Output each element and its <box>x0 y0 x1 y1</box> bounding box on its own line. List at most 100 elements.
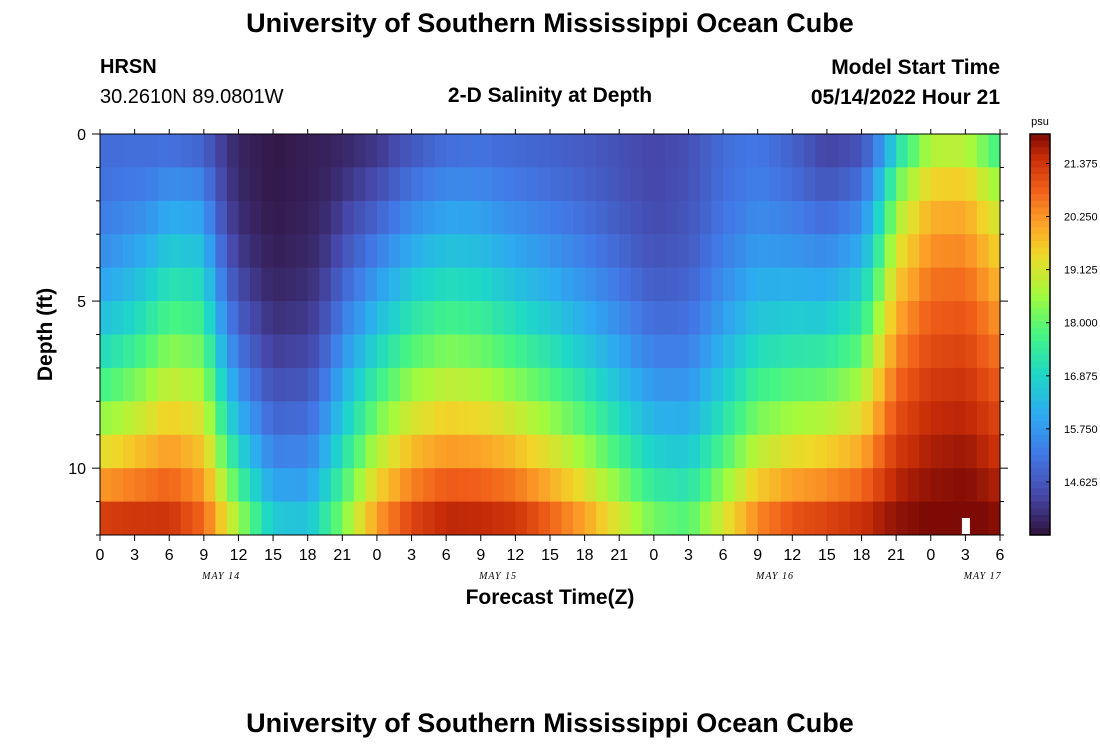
heatmap-cell <box>676 401 690 436</box>
heatmap-cell <box>734 367 747 402</box>
heatmap-cell <box>480 267 493 302</box>
heatmap-cell <box>630 234 643 269</box>
heatmap-cell <box>261 134 274 168</box>
heatmap-cell <box>907 401 920 436</box>
heatmap-cell <box>861 401 874 436</box>
heatmap-cell <box>423 301 436 335</box>
heatmap-cell <box>907 468 920 502</box>
heatmap-cell <box>896 167 909 202</box>
heatmap-cell <box>238 367 251 402</box>
heatmap-cell <box>261 200 274 235</box>
heatmap-cell <box>838 200 851 235</box>
heatmap-cell <box>688 167 701 202</box>
colorbar-segment <box>1030 274 1050 282</box>
heatmap-cell <box>342 434 355 469</box>
heatmap-cell <box>861 301 874 335</box>
heatmap-cell <box>919 501 932 536</box>
heatmap-cell <box>700 234 713 269</box>
heatmap-cell <box>803 200 816 235</box>
heatmap-cell <box>780 200 793 235</box>
heatmap-cell <box>365 267 378 302</box>
heatmap-cell <box>930 468 943 502</box>
heatmap-cell <box>676 468 690 502</box>
heatmap-cell <box>873 334 886 369</box>
heatmap-cell <box>584 234 597 269</box>
heatmap-cell <box>411 301 424 335</box>
heatmap-cell <box>250 234 263 269</box>
heatmap-cell <box>203 468 216 502</box>
heatmap-cell <box>838 234 851 269</box>
heatmap-cell <box>400 200 413 235</box>
model-start-label: Model Start Time <box>831 56 1000 79</box>
heatmap-cell <box>550 367 563 402</box>
x-tick-label: 15 <box>541 547 559 564</box>
heatmap-cell <box>492 367 505 402</box>
heatmap-cell <box>619 134 632 168</box>
heatmap-cell <box>330 367 343 402</box>
heatmap-cell <box>653 334 666 369</box>
heatmap-cell <box>746 367 759 402</box>
heatmap-cell <box>884 267 897 302</box>
heatmap-cell <box>619 267 632 302</box>
heatmap-cell <box>734 468 747 502</box>
heatmap-cell <box>873 367 886 402</box>
heatmap-cell <box>965 401 978 436</box>
colorbar-tick-label: 14.625 <box>1064 477 1098 489</box>
heatmap-cell <box>953 267 966 302</box>
heatmap-cell <box>815 367 828 402</box>
heatmap-cell <box>896 501 909 536</box>
heatmap-cell <box>619 434 632 469</box>
heatmap-cell <box>123 167 136 202</box>
heatmap-cell <box>538 301 551 335</box>
heatmap-cell <box>100 234 113 269</box>
colorbar-segment <box>1030 294 1050 302</box>
colorbar-segment <box>1030 247 1050 255</box>
heatmap-cell <box>723 267 736 302</box>
heatmap-cell <box>976 468 990 502</box>
heatmap-cell <box>469 367 482 402</box>
heatmap-cell <box>515 167 528 202</box>
heatmap-cell <box>215 167 228 202</box>
heatmap-cell <box>573 301 586 335</box>
heatmap-cell <box>388 334 401 369</box>
heatmap-cell <box>873 468 886 502</box>
heatmap-cell <box>953 301 966 335</box>
heatmap-cell <box>676 134 690 168</box>
heatmap-cell <box>376 401 390 436</box>
heatmap-cell <box>192 334 205 369</box>
heatmap-cell <box>457 167 470 202</box>
heatmap-cell <box>457 401 470 436</box>
heatmap-cell <box>250 134 263 168</box>
heatmap-cell <box>573 134 586 168</box>
heatmap-cell <box>942 501 955 536</box>
heatmap-cell <box>930 267 943 302</box>
heatmap-cell <box>261 434 274 469</box>
heatmap-cell <box>526 301 540 335</box>
heatmap-cell <box>226 134 240 168</box>
x-tick-label: 6 <box>719 547 728 564</box>
heatmap-cell <box>826 301 840 335</box>
heatmap-cell <box>550 434 563 469</box>
heatmap-cell <box>550 401 563 436</box>
heatmap-cell <box>111 301 124 335</box>
heatmap-cell <box>226 234 240 269</box>
heatmap-cell <box>607 401 620 436</box>
heatmap-cell <box>284 134 297 168</box>
heatmap-cell <box>711 434 724 469</box>
heatmap-cell <box>123 367 136 402</box>
heatmap-cell <box>261 234 274 269</box>
heatmap-cell <box>884 468 897 502</box>
heatmap-cell <box>561 468 574 502</box>
heatmap-cell <box>284 234 297 269</box>
heatmap-cell <box>296 167 309 202</box>
station-name: HRSN <box>100 56 157 78</box>
y-axis-label: Depth (ft) <box>34 288 57 381</box>
date-label: MAY 16 <box>755 571 794 582</box>
heatmap-cell <box>388 501 401 536</box>
heatmap-cell <box>942 401 955 436</box>
heatmap-cell <box>169 301 182 335</box>
colorbar-segment <box>1030 334 1050 342</box>
heatmap-cell <box>273 301 286 335</box>
heatmap-cell <box>503 167 516 202</box>
